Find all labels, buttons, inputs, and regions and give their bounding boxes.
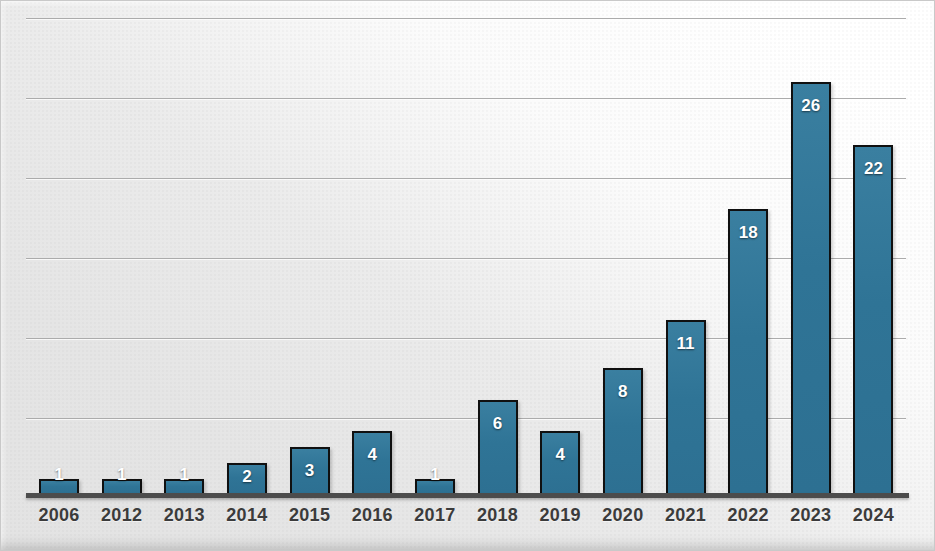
bar-value-label-2012: 1 [104,465,140,485]
bar-value-label-2019: 4 [542,445,578,465]
x-tick-2020: 2020 [591,505,655,526]
bar-value-label-2020: 8 [605,382,641,402]
bar-2022: 18 [728,209,768,495]
bar-value-label-2018: 6 [480,414,516,434]
x-tick-2018: 2018 [466,505,530,526]
x-tick-2017: 2017 [403,505,467,526]
x-tick-2015: 2015 [278,505,342,526]
bar-2024: 22 [853,145,893,495]
x-tick-2016: 2016 [340,505,404,526]
x-tick-2021: 2021 [654,505,718,526]
bar-2016: 4 [352,431,392,495]
x-tick-2012: 2012 [90,505,154,526]
bar-chart-slide: 111234164811182622 200620122013201420152… [0,0,935,551]
x-tick-2006: 2006 [27,505,91,526]
gridline-10 [26,338,906,339]
gridline-5 [26,418,906,419]
x-tick-2023: 2023 [779,505,843,526]
bar-2023: 26 [791,82,831,495]
plot-area: 111234164811182622 200620122013201420152… [1,1,934,550]
bar-value-label-2021: 11 [668,334,704,354]
bar-value-label-2013: 1 [166,465,202,485]
bar-value-label-2017: 1 [417,465,453,485]
x-tick-2013: 2013 [152,505,216,526]
gridline-15 [26,258,906,259]
bar-value-label-2024: 22 [855,159,891,179]
bar-2018: 6 [478,400,518,495]
gridline-30 [26,18,906,19]
x-tick-2014: 2014 [215,505,279,526]
bar-2021: 11 [666,320,706,495]
bar-value-label-2014: 2 [229,467,265,487]
gridline-20 [26,178,906,179]
x-axis-line [26,493,909,498]
gridline-25 [26,98,906,99]
bar-2020: 8 [603,368,643,495]
bar-value-label-2015: 3 [292,461,328,481]
bar-2019: 4 [540,431,580,495]
x-tick-2019: 2019 [528,505,592,526]
bar-2014: 2 [227,463,267,495]
bar-value-label-2006: 1 [41,465,77,485]
x-tick-2024: 2024 [841,505,905,526]
bar-value-label-2023: 26 [793,96,829,116]
bar-2015: 3 [290,447,330,495]
bar-value-label-2022: 18 [730,223,766,243]
x-tick-2022: 2022 [716,505,780,526]
bar-value-label-2016: 4 [354,445,390,465]
